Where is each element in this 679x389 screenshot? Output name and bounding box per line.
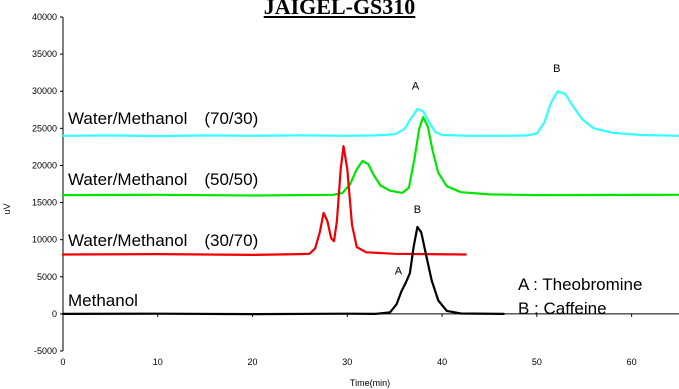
y-tick-label: 0 xyxy=(52,309,57,319)
legend-caffeine: B : Caffeine xyxy=(518,299,607,318)
peak-label: A xyxy=(412,81,420,93)
y-tick-label: 5000 xyxy=(37,272,57,282)
y-axis-ticks: -5000 0 5000 10000 15000 20000 25000 30000 35000… xyxy=(32,12,63,356)
x-tick-label: 60 xyxy=(627,357,637,367)
peak-label: B xyxy=(553,63,560,75)
legend-theobromine: A : Theobromine xyxy=(518,275,642,294)
x-axis-title: Time(min) xyxy=(350,378,390,388)
y-tick-label: 20000 xyxy=(32,160,57,170)
y-tick-label: 35000 xyxy=(32,49,57,59)
y-tick-label: 15000 xyxy=(32,198,57,208)
y-tick-label: 40000 xyxy=(32,12,57,22)
x-tick-label: 50 xyxy=(532,357,542,367)
series-label-70-30: Water/Methanol (70/30) xyxy=(68,109,258,128)
peak-annotations: A B B A xyxy=(395,63,561,278)
y-tick-label: -5000 xyxy=(34,346,57,356)
y-tick-label: 10000 xyxy=(32,235,57,245)
y-tick-label: 30000 xyxy=(32,86,57,96)
series-label-30-70: Water/Methanol (30/70) xyxy=(68,231,258,250)
series-line-1 xyxy=(61,116,679,197)
series-line-0 xyxy=(61,90,679,138)
x-axis-ticks: 0 10 20 30 40 50 60 xyxy=(60,313,637,367)
series-group xyxy=(61,90,679,316)
peak-label: B xyxy=(414,204,421,216)
series-label-50-50: Water/Methanol (50/50) xyxy=(68,170,258,189)
y-axis-title: uV xyxy=(2,203,12,214)
x-tick-label: 0 xyxy=(60,357,65,367)
x-tick-label: 30 xyxy=(342,357,352,367)
x-tick-label: 40 xyxy=(437,357,447,367)
x-tick-label: 20 xyxy=(248,357,258,367)
y-tick-label: 25000 xyxy=(32,123,57,133)
chart-title: JAIGEL-GS310 xyxy=(263,0,416,19)
x-tick-label: 10 xyxy=(153,357,163,367)
series-label-methanol: Methanol xyxy=(68,291,138,310)
peak-label: A xyxy=(395,266,403,278)
series-line-2 xyxy=(61,145,467,256)
series-line-3 xyxy=(61,225,505,316)
